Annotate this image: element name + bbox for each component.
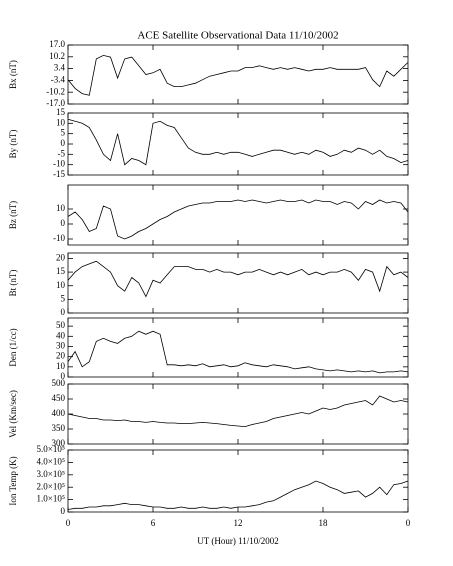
y-tick-label: 3.0×10⁵ (37, 469, 65, 479)
y-tick-label: 15 (56, 266, 66, 276)
panel-frame (67, 317, 409, 378)
y-tick-label: 10 (56, 203, 66, 213)
x-tick-label: 0 (406, 518, 411, 528)
y-tick-label: 5 (61, 293, 66, 303)
y-tick-label: 10.2 (49, 51, 65, 61)
y-tick-label: -3.4 (51, 74, 66, 84)
y-tick-label: 350 (52, 423, 66, 433)
y-tick-label: -5 (58, 148, 66, 158)
y-tick-label: 5.0×10⁵ (37, 444, 65, 454)
y-tick-label: 1.0×10⁵ (37, 494, 65, 504)
data-line (67, 480, 409, 510)
data-line (67, 54, 409, 96)
y-tick-label: 500 (52, 378, 66, 388)
y-tick-label: 10 (56, 117, 66, 127)
y-tick-label: 0 (61, 138, 66, 148)
panel-frame (67, 383, 409, 445)
y-tick-label: 0 (61, 371, 66, 381)
y-tick-label: 10 (56, 280, 66, 290)
y-axis-label: Bt (nT) (8, 270, 18, 297)
y-axis-label: Vel (Km/sec) (8, 390, 18, 438)
data-line (67, 330, 409, 374)
y-tick-label: 4.0×10⁵ (37, 456, 65, 466)
y-tick-label: 400 (52, 408, 66, 418)
chart-title: ACE Satellite Observational Data 11/10/2… (137, 30, 338, 42)
panel-frame (67, 449, 409, 513)
y-tick-label: 0 (61, 218, 66, 228)
y-tick-label: -15 (53, 169, 65, 179)
data-line (67, 260, 409, 298)
y-tick-label: 20 (56, 253, 66, 263)
y-tick-label: -10 (53, 233, 65, 243)
x-tick-label: 12 (234, 518, 243, 528)
y-tick-label: 3.4 (54, 63, 66, 73)
x-tick-label: 6 (151, 518, 156, 528)
data-line (67, 395, 409, 428)
y-tick-label: 40 (56, 330, 66, 340)
y-axis-label: Den (1/cc) (8, 328, 18, 366)
x-tick-label: 0 (66, 518, 71, 528)
panel-frame (67, 184, 409, 246)
y-tick-label: 15 (56, 107, 66, 117)
y-tick-label: 2.0×10⁵ (37, 481, 65, 491)
y-tick-label: 300 (52, 438, 66, 448)
y-tick-label: -10.2 (46, 86, 65, 96)
data-line (67, 118, 409, 166)
y-tick-label: 30 (56, 341, 66, 351)
x-tick-label: 18 (319, 518, 329, 528)
y-tick-label: 17.0 (49, 39, 65, 49)
y-tick-label: 5 (61, 128, 66, 138)
y-axis-label: Bz (nT) (8, 201, 18, 229)
data-line (67, 199, 409, 240)
y-tick-label: 20 (56, 351, 66, 361)
y-axis-label: Ion Temp (K) (8, 456, 18, 505)
panel-frame (67, 252, 409, 314)
y-tick-label: 0 (61, 307, 66, 317)
x-axis-label: UT (Hour) 11/10/2002 (197, 536, 279, 546)
y-axis-label: Bx (nT) (8, 60, 18, 89)
panel-frame (67, 112, 409, 176)
y-axis-label: By (nT) (8, 130, 18, 159)
y-tick-label: 0 (61, 506, 66, 516)
y-tick-label: 450 (52, 393, 66, 403)
y-tick-label: -17.0 (46, 98, 65, 108)
y-tick-label: -10 (53, 159, 65, 169)
y-tick-label: 10 (56, 361, 66, 371)
y-tick-label: 50 (56, 320, 66, 330)
